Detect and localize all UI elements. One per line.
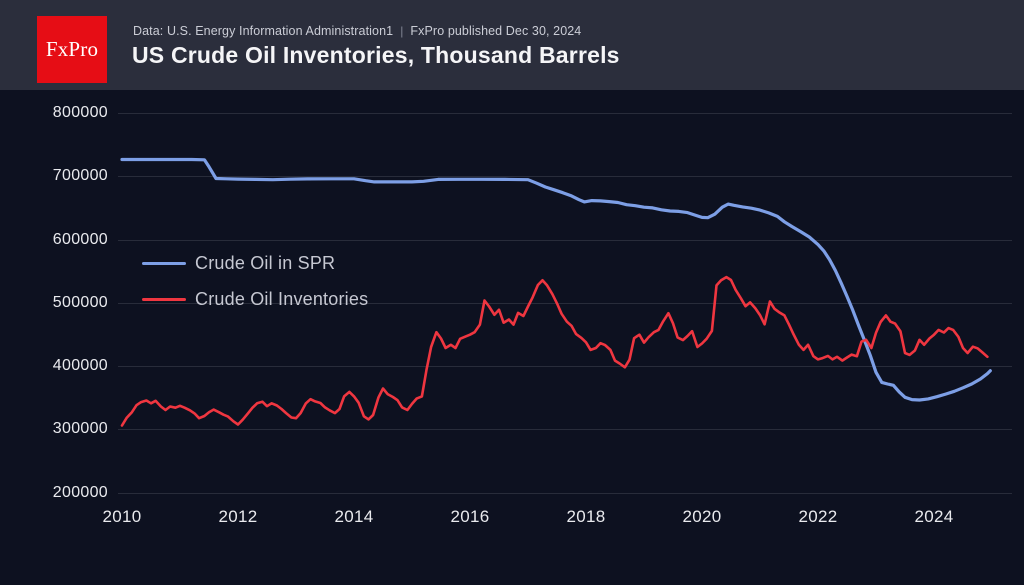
legend-label-inventories: Crude Oil Inventories [195,288,369,309]
legend-label-spr: Crude Oil in SPR [195,252,336,273]
gridline [118,239,1012,241]
page-title: US Crude Oil Inventories, Thousand Barre… [132,42,620,68]
fxpro-logo: FxPro [37,16,107,83]
x-tick-label: 2010 [102,507,142,526]
y-tick-label: 700000 [52,167,108,185]
separator-bar: | [400,24,404,38]
gridline [118,429,1012,431]
x-tick-label: 2022 [798,507,838,526]
fxpro-logo-text: FxPro [45,37,99,61]
chart-area: 800000 700000 600000 500000 400000 300000 2000… [0,90,1024,585]
x-tick-label: 2018 [566,507,606,526]
x-tick-label: 2016 [450,507,490,526]
legend-item-spr: Crude Oil in SPR [142,245,368,281]
x-tick-label: 2012 [218,507,258,526]
y-tick-label: 600000 [52,230,108,248]
published-date-text: FxPro published Dec 30, 2024 [410,24,582,38]
spr-line-swatch [142,261,186,265]
y-tick-label: 400000 [52,357,108,374]
gridline [118,113,1012,114]
gridline [118,366,1012,367]
gridline [118,302,1012,304]
y-tick-label: 800000 [52,104,108,121]
x-tick-label: 2014 [334,507,374,526]
data-source-text: Data: U.S. Energy Information Administra… [133,24,394,38]
gridline [118,492,1012,494]
chart-source-line: Data: U.S. Energy Information Administra… [133,24,581,38]
spr-line [120,157,992,402]
header-bar: FxPro Data: U.S. Energy Information Admi… [0,0,1024,90]
legend: Crude Oil in SPR Crude Oil Inventories [142,245,368,317]
y-tick-label: 200000 [52,483,108,501]
legend-item-inventories: Crude Oil Inventories [142,281,368,317]
y-tick-label: 500000 [52,293,108,311]
gridline [118,176,1012,178]
x-tick-label: 2024 [914,507,954,526]
y-tick-label: 300000 [52,420,108,438]
inventories-line [120,275,989,427]
x-tick-label: 2020 [682,507,722,526]
inventories-line-swatch [142,297,186,301]
